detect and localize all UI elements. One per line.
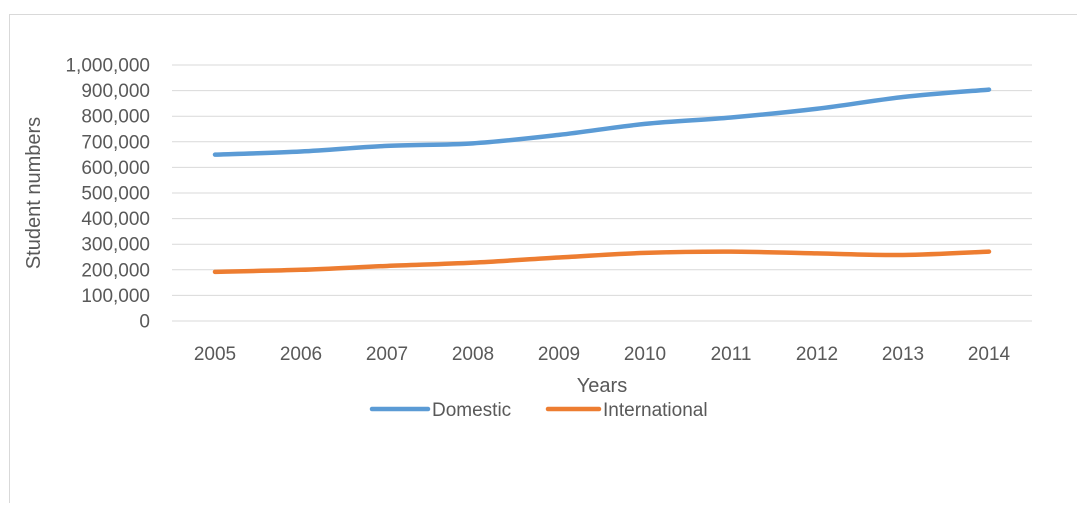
x-tick-label: 2005 (194, 344, 236, 365)
series-line-domestic (212, 87, 992, 157)
y-tick-label: 1,000,000 (65, 56, 150, 77)
x-tick-label: 2012 (796, 344, 838, 365)
gridlines (172, 64, 1032, 322)
x-tick-label: 2013 (882, 344, 924, 365)
y-axis-tick-labels: 0 100,000 200,000 300,000 400,000 500,000 600,… (65, 56, 150, 333)
x-tick-label: 2008 (452, 344, 494, 365)
y-tick-label: 200,000 (81, 260, 150, 281)
x-tick-label: 2014 (968, 344, 1011, 365)
x-tick-label: 2010 (624, 344, 666, 365)
x-tick-label: 2007 (366, 344, 408, 365)
legend-label-domestic: Domestic (432, 400, 511, 421)
y-tick-label: 500,000 (81, 184, 150, 205)
y-tick-label: 600,000 (81, 158, 150, 179)
y-tick-label: 300,000 (81, 235, 150, 256)
series-line-international (212, 249, 992, 275)
y-tick-label: 0 (139, 312, 150, 333)
y-tick-label: 400,000 (81, 209, 150, 230)
x-tick-label: 2006 (280, 344, 322, 365)
y-axis-title: Student numbers (23, 117, 45, 269)
x-tick-label: 2011 (711, 344, 752, 365)
legend-label-international: International (603, 400, 708, 421)
x-tick-label: 2009 (538, 344, 580, 365)
y-tick-label: 800,000 (81, 107, 150, 128)
x-axis-title: Years (577, 375, 627, 397)
y-tick-label: 700,000 (81, 132, 150, 153)
y-tick-label: 900,000 (81, 81, 150, 102)
legend: Domestic International (369, 400, 708, 421)
x-axis-tick-labels: 2005 2006 2007 2008 2009 2010 2011 2012 2013 2014 (194, 344, 1011, 365)
y-tick-label: 100,000 (81, 286, 150, 307)
series-lines (212, 87, 992, 275)
